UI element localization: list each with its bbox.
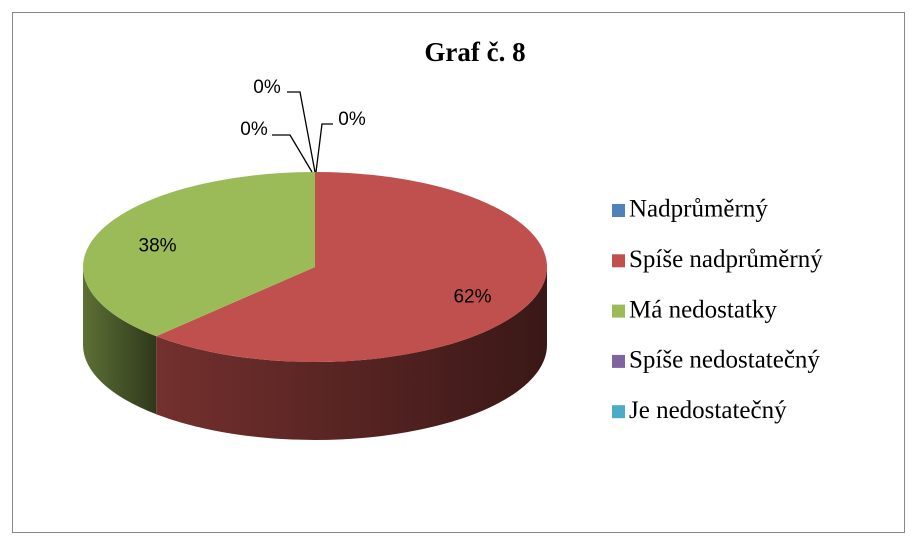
data-label: 0% (240, 119, 268, 140)
slice (83, 172, 316, 337)
slice-side (156, 267, 548, 440)
data-label: 38% (139, 235, 177, 256)
legend-swatch (612, 304, 625, 318)
slice-side (83, 267, 157, 415)
leader-line (272, 134, 313, 173)
legend-label: Spíše nedostatečný (629, 347, 820, 374)
data-label: 0% (338, 109, 366, 130)
leader-line (315, 123, 333, 173)
data-label: 62% (453, 287, 491, 308)
chart-title: Graf č. 8 (424, 37, 525, 67)
slice (156, 172, 548, 362)
legend-swatch (612, 204, 625, 217)
legend-label: Nadprůměrný (629, 196, 768, 223)
leader-line (287, 91, 316, 173)
legend-swatch (612, 254, 625, 268)
legend-swatch (612, 405, 625, 419)
legend-label: Je nedostatečný (629, 397, 787, 424)
legend-swatch (612, 354, 625, 368)
legend-label: Má nedostatky (629, 296, 777, 323)
legend-label: Spíše nadprůměrný (629, 246, 823, 273)
data-label: 0% (253, 77, 281, 98)
